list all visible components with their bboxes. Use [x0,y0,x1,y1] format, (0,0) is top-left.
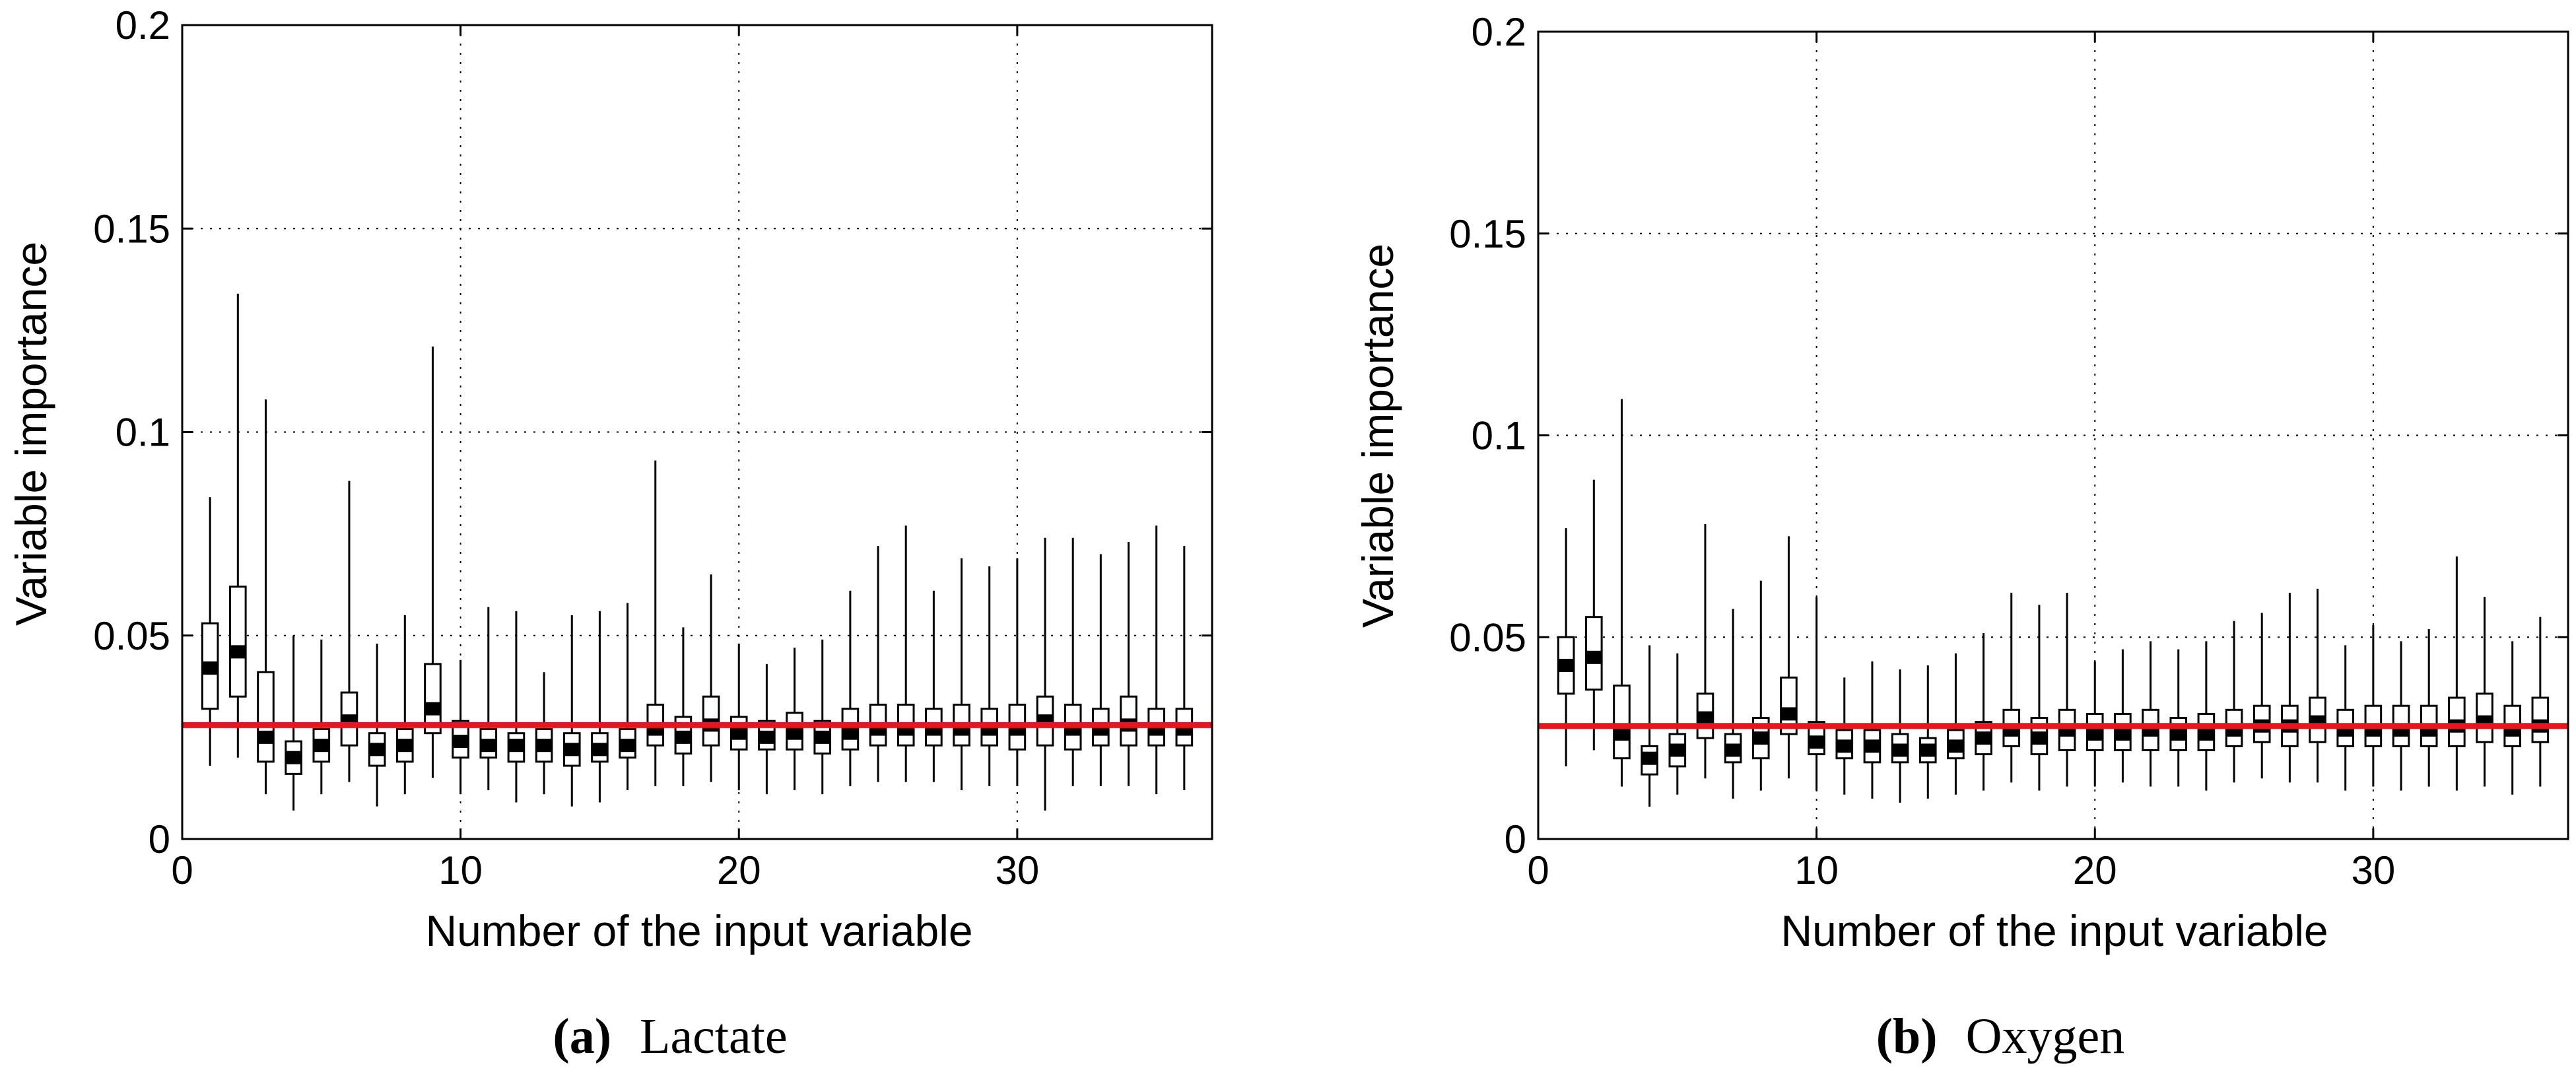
median-marker [257,730,274,744]
x-tick-label: 30 [2351,848,2395,892]
median-marker [230,645,246,659]
x-tick-label: 0 [1527,848,1549,892]
median-marker [1836,739,1852,753]
median-marker [202,661,218,675]
caption-label-lactate: (a) [553,1009,611,1064]
median-marker [1586,650,1602,664]
median-marker [452,735,469,749]
x-tick-label: 30 [995,848,1039,892]
median-marker [2031,731,2047,745]
x-tick-label: 0 [171,848,193,892]
y-tick-label: 0 [149,817,170,861]
plot-area-oxygen: 0 10 20 30 0 0.05 0.1 0.15 0.2 [1449,10,2569,892]
x-tick-label: 20 [2073,848,2117,892]
caption-text-lactate: Lactate [640,1009,788,1064]
chart-lactate: 0 10 20 30 0 0.05 0.1 0.15 0.2 Number of the inp… [7,3,1213,1064]
x-tick-label: 20 [717,848,761,892]
plot-area-lactate: 0 10 20 30 0 0.05 0.1 0.15 0.2 [93,3,1213,892]
median-marker [1920,743,1936,757]
median-marker [1948,739,1964,753]
median-marker [1975,731,1992,745]
y-tick-label: 0.1 [116,411,170,455]
median-marker [1558,659,1574,673]
median-marker [842,726,858,740]
chart-oxygen: 0 10 20 30 0 0.05 0.1 0.15 0.2 Number of the inp… [1353,10,2569,1064]
y-tick-label: 0.15 [1449,212,1526,256]
median-marker [480,739,496,753]
y-axis-label-oxygen: Variable importance [1353,244,1402,628]
median-marker [1892,743,1908,757]
median-marker [1613,727,1630,741]
x-axis-label-lactate: Number of the input variable [425,906,972,955]
median-marker [1753,731,1769,745]
median-marker [1641,751,1658,765]
caption-oxygen: (b) Oxygen [1876,1009,2125,1064]
median-marker [314,739,329,753]
median-marker [759,730,775,744]
median-marker [564,743,580,756]
median-marker [675,730,691,744]
median-marker [1864,739,1880,753]
axes-frame [181,24,1213,840]
median-marker [1697,711,1713,725]
x-tick-label: 10 [438,848,483,892]
x-axis-label-oxygen: Number of the input variable [1780,906,2328,955]
median-marker [369,743,385,756]
median-marker [536,739,552,753]
y-tick-label: 0.05 [93,614,170,658]
median-marker [508,739,524,753]
median-marker [2170,727,2186,741]
x-tick-label: 10 [1794,848,1839,892]
box-2 [229,586,247,698]
caption-lactate: (a) Lactate [553,1009,787,1064]
median-marker [731,726,747,740]
box-3 [1613,685,1631,760]
median-marker [2115,727,2131,741]
y-tick-label: 0.1 [1472,414,1526,458]
caption-label-oxygen: (b) [1876,1009,1938,1064]
box-3 [257,671,275,763]
axes-frame [1537,30,2569,840]
median-marker [1725,743,1741,757]
median-marker [592,743,608,756]
median-marker [1808,735,1825,749]
y-tick-label: 0.2 [116,3,170,48]
median-marker [814,730,830,744]
y-tick-label: 0.15 [93,207,170,251]
median-marker [424,702,441,716]
y-tick-label: 0.05 [1449,615,1526,659]
median-marker [1670,743,1685,757]
median-marker [397,739,413,753]
median-marker [786,726,803,740]
median-marker [2087,727,2103,741]
median-marker [619,739,636,753]
y-tick-label: 0.2 [1472,10,1526,54]
caption-text-oxygen: Oxygen [1966,1009,2125,1064]
y-axis-label-lactate: Variable importance [7,242,55,626]
median-marker [285,751,302,764]
y-tick-label: 0 [1505,817,1526,861]
median-marker [2198,727,2214,741]
box-9 [424,663,442,735]
median-marker [1780,707,1797,721]
